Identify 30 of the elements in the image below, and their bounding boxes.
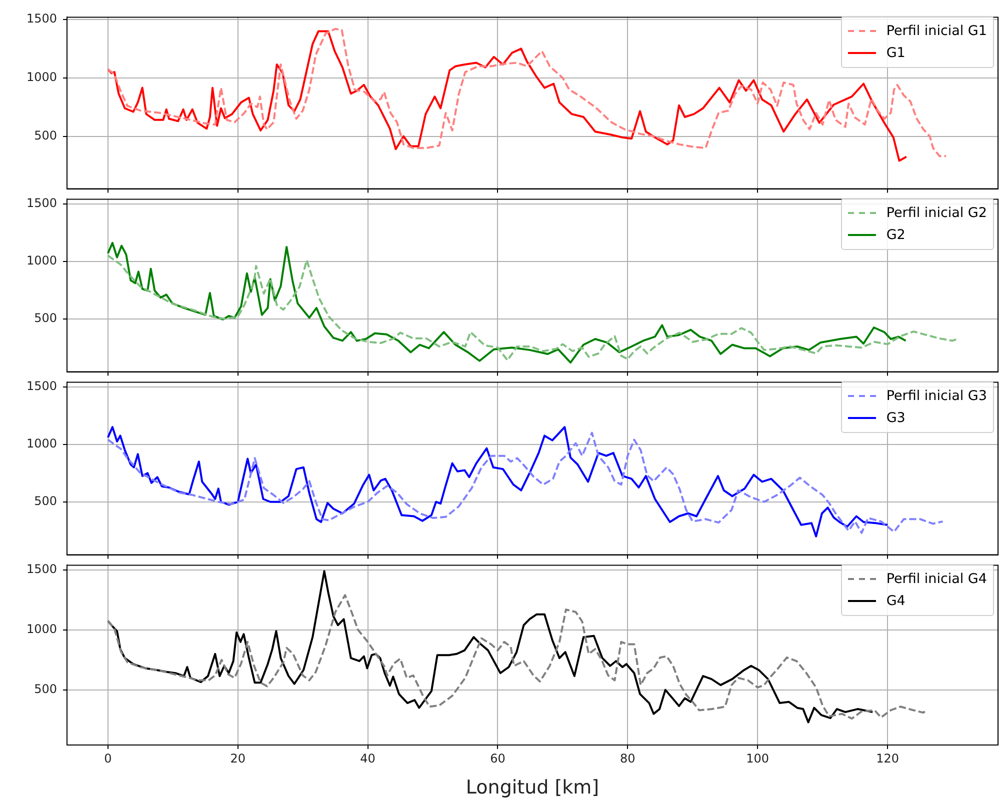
x-tick-label: 100: [746, 751, 770, 766]
y-tick-label: 1000: [26, 70, 57, 84]
y-tick-label: 1000: [26, 436, 57, 450]
legend-label: G2: [886, 227, 906, 243]
x-tick-label: 40: [360, 751, 376, 766]
legend-label: Perfil inicial G4: [886, 571, 987, 587]
legend-label: G1: [886, 45, 906, 61]
x-tick-label: 60: [490, 751, 506, 766]
y-tick-label: 1500: [26, 12, 57, 26]
y-tick-label: 1500: [26, 562, 57, 576]
x-tick-label: 20: [230, 751, 246, 766]
y-tick-label: 500: [34, 128, 57, 142]
legend-label: Perfil inicial G1: [886, 23, 987, 39]
line-series: [106, 254, 960, 362]
y-tick-label: 500: [34, 494, 57, 508]
y-tick-label: 1000: [26, 253, 57, 268]
legend-label: G4: [886, 593, 906, 609]
y-tick-label: 500: [34, 310, 57, 325]
y-tick-label: 1000: [26, 622, 57, 636]
x-tick-label: 80: [620, 751, 636, 766]
legend-label: G3: [886, 410, 906, 426]
legend-label: Perfil inicial G3: [886, 388, 987, 404]
legend-label: Perfil inicial G2: [886, 205, 987, 221]
y-tick-label: 1500: [26, 378, 57, 393]
x-axis-title: Longitud [km]: [466, 776, 600, 799]
line-series: [106, 594, 928, 720]
x-tick-label: 0: [104, 751, 112, 766]
x-tick-label: 120: [876, 751, 900, 766]
y-tick-label: 500: [34, 682, 57, 696]
y-tick-label: 1500: [26, 196, 57, 210]
